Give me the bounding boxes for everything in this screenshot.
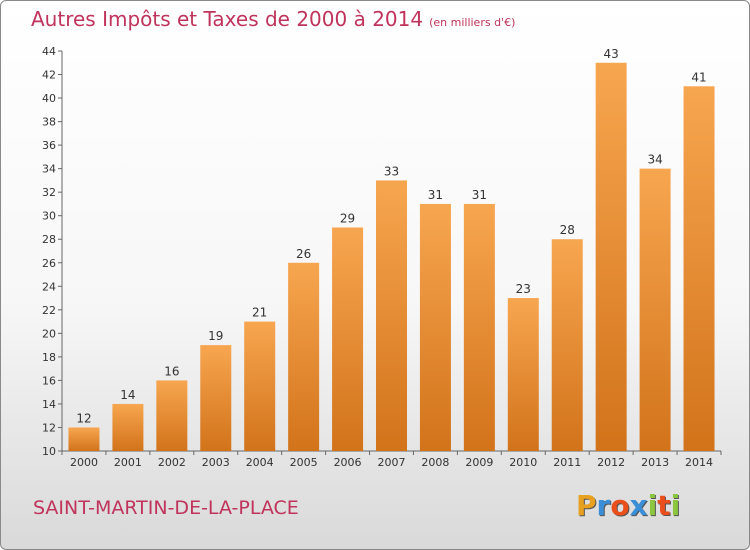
y-tick-label: 16 xyxy=(42,374,56,387)
y-tick-label: 14 xyxy=(42,398,56,411)
y-tick-label: 32 xyxy=(42,186,56,199)
data-label-2007: 33 xyxy=(384,164,399,178)
y-tick-label: 38 xyxy=(42,116,56,129)
logo-letter: o xyxy=(610,489,630,522)
data-label-2000: 12 xyxy=(76,411,91,425)
y-tick-label: 40 xyxy=(42,92,56,105)
bar-2006 xyxy=(332,227,364,451)
logo-letter: i xyxy=(647,489,658,522)
city-name: SAINT-MARTIN-DE-LA-PLACE xyxy=(33,497,299,519)
logo-letter: P xyxy=(576,489,597,522)
data-label-2008: 31 xyxy=(428,188,443,202)
x-tick-label-2003: 2003 xyxy=(202,456,230,469)
data-label-2004: 21 xyxy=(252,306,267,320)
x-tick-label-2000: 2000 xyxy=(70,456,98,469)
data-label-2003: 19 xyxy=(208,329,223,343)
x-tick-label-2006: 2006 xyxy=(334,456,362,469)
logo-letter: x xyxy=(629,489,648,522)
data-label-2001: 14 xyxy=(120,388,135,402)
data-label-2005: 26 xyxy=(296,247,311,261)
x-tick-label-2008: 2008 xyxy=(421,456,449,469)
x-tick-label-2010: 2010 xyxy=(509,456,537,469)
y-tick-label: 42 xyxy=(42,69,56,82)
bar-2000 xyxy=(68,427,100,451)
bar-2011 xyxy=(551,239,583,451)
x-tick-label-2004: 2004 xyxy=(246,456,274,469)
logo-letter: t xyxy=(657,489,671,522)
bar-2014 xyxy=(683,86,715,451)
data-label-2010: 23 xyxy=(516,282,531,296)
bar-2009 xyxy=(463,203,495,451)
data-label-2002: 16 xyxy=(164,364,179,378)
x-tick-label-2012: 2012 xyxy=(597,456,625,469)
data-label-2014: 41 xyxy=(691,70,706,84)
y-tick-label: 18 xyxy=(42,351,56,364)
x-tick-label-2011: 2011 xyxy=(553,456,581,469)
y-tick-label: 22 xyxy=(42,304,56,317)
logo-letter: r xyxy=(596,489,611,522)
bar-2001 xyxy=(112,403,144,451)
x-tick-label-2009: 2009 xyxy=(465,456,493,469)
y-tick-label: 26 xyxy=(42,257,56,270)
title-text: Autres Impôts et Taxes de 2000 à 2014 xyxy=(31,7,424,31)
data-label-2011: 28 xyxy=(560,223,575,237)
chart-title: Autres Impôts et Taxes de 2000 à 2014 (en… xyxy=(31,7,515,31)
bar-2013 xyxy=(639,168,671,451)
y-tick-label: 12 xyxy=(42,421,56,434)
x-tick-label-2005: 2005 xyxy=(290,456,318,469)
x-tick-label-2007: 2007 xyxy=(378,456,406,469)
y-tick-label: 44 xyxy=(42,45,56,58)
y-tick-label: 30 xyxy=(42,210,56,223)
data-label-2009: 31 xyxy=(472,188,487,202)
logo-letter: i xyxy=(670,489,681,522)
data-label-2012: 43 xyxy=(604,47,619,61)
y-tick-label: 34 xyxy=(42,163,56,176)
bar-2008 xyxy=(419,203,451,451)
bar-2003 xyxy=(200,345,232,451)
y-tick-label: 10 xyxy=(42,445,56,458)
unit-label: (en milliers d'€) xyxy=(429,16,516,29)
y-tick-label: 28 xyxy=(42,233,56,246)
bar-2012 xyxy=(595,62,627,451)
proxiti-logo[interactable]: Proxiti xyxy=(576,489,680,522)
x-tick-label-2014: 2014 xyxy=(685,456,713,469)
data-label-2006: 29 xyxy=(340,211,355,225)
y-tick-label: 20 xyxy=(42,327,56,340)
y-tick-label: 24 xyxy=(42,280,56,293)
bar-2005 xyxy=(288,262,320,451)
x-tick-label-2002: 2002 xyxy=(158,456,186,469)
bar-2002 xyxy=(156,380,188,451)
y-tick-label: 36 xyxy=(42,139,56,152)
x-tick-label-2013: 2013 xyxy=(641,456,669,469)
data-label-2013: 34 xyxy=(647,153,662,167)
x-tick-label-2001: 2001 xyxy=(114,456,142,469)
bar-2004 xyxy=(244,321,276,451)
bar-2010 xyxy=(507,298,539,451)
bar-2007 xyxy=(376,180,407,452)
